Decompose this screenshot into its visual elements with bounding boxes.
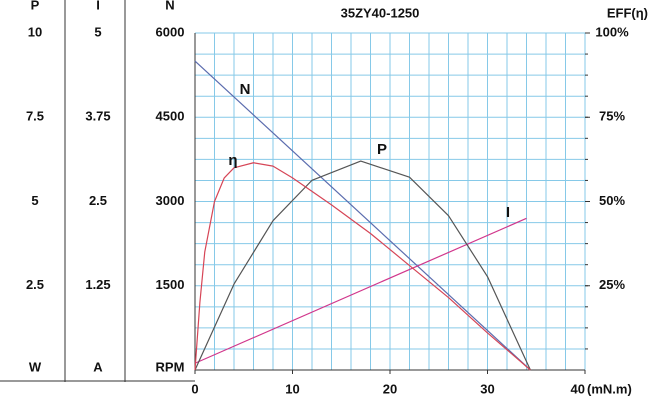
series-label: η xyxy=(228,152,237,169)
axis-name: EFF(η) xyxy=(607,5,648,20)
x-axis-label: (mN.m) xyxy=(587,381,632,396)
y-tick-label: 2.5 xyxy=(26,277,44,292)
series-line xyxy=(194,162,531,371)
y-tick-label: 4500 xyxy=(156,109,185,124)
chart-title: 35ZY40-1250 xyxy=(341,5,420,20)
x-tick-label: 10 xyxy=(285,381,299,396)
y-tick-label: 3000 xyxy=(156,193,185,208)
series-line xyxy=(194,217,527,364)
axis-name: N xyxy=(165,0,174,12)
series-label: P xyxy=(377,141,387,158)
x-tick-label: 0 xyxy=(191,381,198,396)
y-tick-label: 2.5 xyxy=(89,193,107,208)
y2-tick-label: 25% xyxy=(599,277,625,292)
axis-unit: A xyxy=(93,359,103,374)
x-tick-label: 20 xyxy=(383,381,397,396)
y-tick-label: 3.75 xyxy=(85,109,110,124)
y-tick-label: 5 xyxy=(31,193,38,208)
y2-tick-label: 75% xyxy=(599,109,625,124)
series-line xyxy=(194,160,531,371)
axis-name: P xyxy=(31,0,40,12)
y-tick-label: 1.25 xyxy=(85,277,110,292)
axis-name: I xyxy=(96,0,100,12)
y-tick-label: 5 xyxy=(94,24,101,39)
y-tick-label: 1500 xyxy=(156,277,185,292)
x-tick-label: 30 xyxy=(480,381,494,396)
y2-tick-label: 100% xyxy=(595,24,629,39)
series-line xyxy=(194,60,531,371)
y-tick-label: 7.5 xyxy=(26,109,44,124)
x-tick-label: 40 xyxy=(571,381,585,396)
series-label: I xyxy=(506,204,510,221)
axis-unit: W xyxy=(29,359,42,374)
y-tick-label: 6000 xyxy=(156,24,185,39)
y-tick-label: 10 xyxy=(28,24,42,39)
series-label: N xyxy=(240,81,251,98)
y2-tick-label: 50% xyxy=(599,193,625,208)
axis-unit: RPM xyxy=(156,359,185,374)
